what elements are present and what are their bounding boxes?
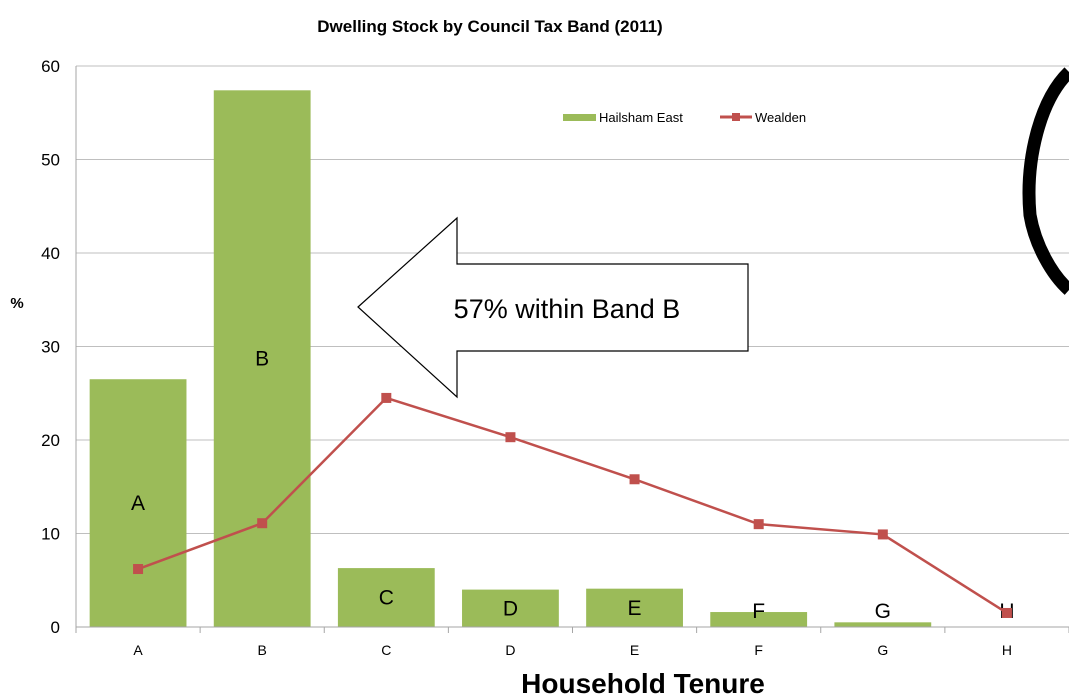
partial-oval-decoration <box>1022 67 1069 295</box>
bar <box>586 588 683 627</box>
y-tick-label: 40 <box>41 244 60 263</box>
series-line <box>137 396 1008 615</box>
legend-swatch-wealden-marker <box>732 113 740 121</box>
legend-label-wealden: Wealden <box>755 110 806 125</box>
line-marker <box>381 392 392 403</box>
y-tick-label: 10 <box>41 525 60 544</box>
bar <box>89 379 187 627</box>
line-marker <box>877 529 888 540</box>
y-axis-label: % <box>10 295 23 312</box>
callout-arrow: 57% within Band B <box>357 216 749 399</box>
bar-data-label: E <box>628 597 642 620</box>
bar <box>834 622 932 627</box>
legend: Hailsham East Wealden <box>563 110 806 125</box>
y-tick-label: 0 <box>51 618 60 637</box>
line-marker <box>257 518 268 529</box>
x-tick-label: A <box>133 642 143 658</box>
x-tick-label: G <box>877 642 888 658</box>
y-tick-label: 60 <box>41 57 60 76</box>
x-tick-label: F <box>754 642 763 658</box>
legend-swatch-hailsham-east <box>563 114 596 121</box>
bar-data-label: D <box>503 597 518 620</box>
bar-data-label: B <box>255 348 269 371</box>
x-tick-label: B <box>258 642 267 658</box>
line-marker <box>629 474 640 485</box>
x-tick-label: C <box>381 642 391 658</box>
bar <box>710 612 808 627</box>
bar <box>337 568 435 627</box>
bar-data-label: C <box>379 587 394 610</box>
left-arrow-shape <box>357 216 749 399</box>
x-tick-label: E <box>630 642 639 658</box>
line-marker <box>505 432 516 443</box>
x-tick-label: D <box>505 642 515 658</box>
bar-data-label: G <box>875 600 891 623</box>
bar-data-label: F <box>752 600 765 623</box>
bar-data-label: A <box>131 492 145 515</box>
axes: 0 10 20 30 40 50 60 A B C D E F G H <box>41 57 1069 658</box>
y-tick-label: 50 <box>41 151 60 170</box>
chart-title: Dwelling Stock by Council Tax Band (2011… <box>317 17 662 36</box>
y-tick-label: 20 <box>41 431 60 450</box>
x-axis-label: Household Tenure <box>521 668 765 698</box>
line-marker <box>133 564 144 575</box>
oval-stroke <box>1022 67 1069 295</box>
line-marker <box>753 519 764 530</box>
y-tick-label: 30 <box>41 338 60 357</box>
bar <box>462 589 559 627</box>
legend-label-hailsham-east: Hailsham East <box>599 110 683 125</box>
x-tick-label: H <box>1002 642 1012 658</box>
line-marker <box>1001 607 1012 618</box>
line-series-wealden <box>133 392 1012 618</box>
callout-text: 57% within Band B <box>454 294 681 324</box>
bar <box>213 90 311 627</box>
